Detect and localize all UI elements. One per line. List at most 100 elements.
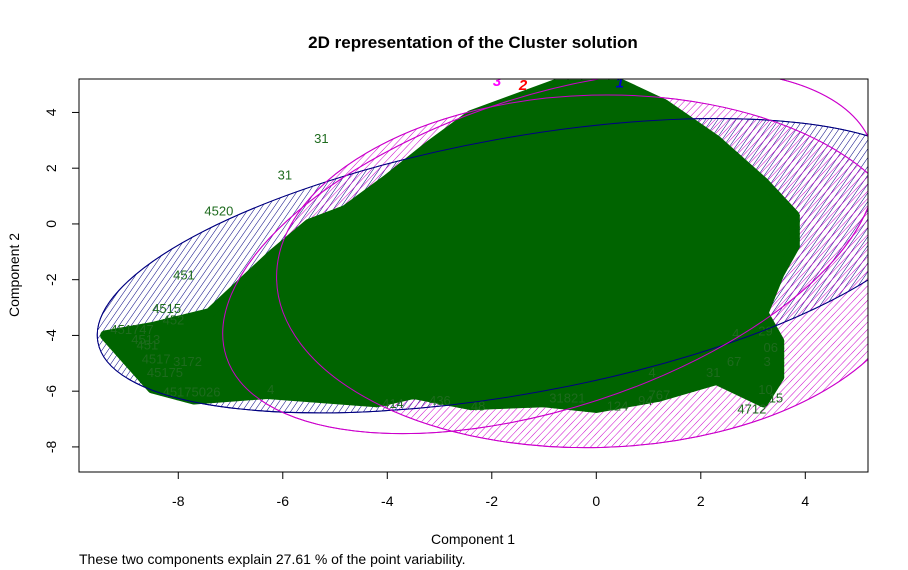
point-marker xyxy=(764,183,775,194)
point-marker xyxy=(100,330,111,341)
x-axis: -8 -6 -4 -2 0 2 4 xyxy=(172,471,809,509)
plot-area: 4517474514517451754513451750263172451545… xyxy=(96,73,868,449)
point-marker xyxy=(296,225,307,236)
point-marker xyxy=(549,398,560,409)
point-marker xyxy=(669,106,680,117)
chart-title: 2D representation of the Cluster solutio… xyxy=(308,33,638,52)
point-label: 451747 xyxy=(110,322,153,337)
point-marker xyxy=(432,134,443,145)
point-marker xyxy=(690,120,701,131)
point-marker xyxy=(777,263,788,274)
point-label: 94 xyxy=(638,393,652,408)
point-marker xyxy=(242,273,253,284)
point-marker xyxy=(771,190,782,201)
point-marker xyxy=(786,246,797,257)
point-marker xyxy=(442,395,453,406)
point-marker xyxy=(382,174,393,185)
point-marker xyxy=(720,379,731,390)
point-marker xyxy=(539,397,550,408)
point-marker xyxy=(764,292,775,303)
point-label: 4 xyxy=(267,382,274,397)
point-marker xyxy=(711,375,722,386)
point-marker xyxy=(559,399,570,410)
point-marker xyxy=(188,394,199,405)
x-axis-label: Component 1 xyxy=(431,531,515,547)
point-marker xyxy=(232,391,243,402)
point-marker xyxy=(617,79,628,90)
point-marker xyxy=(419,391,430,402)
point-marker xyxy=(641,393,652,404)
point-marker xyxy=(688,381,699,392)
point-marker xyxy=(665,388,676,399)
point-marker xyxy=(247,390,258,401)
point-marker xyxy=(348,198,359,209)
point-marker xyxy=(739,388,750,399)
point-marker xyxy=(780,257,791,268)
cluster-center-label-3: 3 xyxy=(493,73,502,90)
point-label: 06 xyxy=(764,340,778,355)
point-marker xyxy=(591,402,602,413)
point-label: 451 xyxy=(173,268,195,283)
y-axis: 4 2 0 -2 -4 -6 -8 xyxy=(43,108,80,453)
point-marker xyxy=(204,308,215,319)
cluster-ellipse-outline-3 xyxy=(276,94,868,449)
point-label: 45175026 xyxy=(163,385,221,400)
point-label: 767 xyxy=(649,388,671,403)
point-label: 31821 xyxy=(549,390,585,405)
x-tick-label: -2 xyxy=(486,493,499,509)
point-label: 10 xyxy=(758,382,772,397)
point-label: 3 xyxy=(764,354,771,369)
point-label: 31 xyxy=(278,167,292,182)
point-marker xyxy=(616,398,627,409)
point-marker xyxy=(653,391,664,402)
point-marker xyxy=(440,128,451,139)
point-label: 451 xyxy=(137,337,159,352)
point-marker xyxy=(628,396,639,407)
point-marker xyxy=(137,372,148,383)
point-marker xyxy=(783,252,794,263)
point-label: 31 xyxy=(314,131,328,146)
point-marker xyxy=(774,269,785,280)
point-marker xyxy=(109,328,120,339)
point-label: 414 xyxy=(382,396,404,411)
point-marker xyxy=(424,140,435,151)
point-marker xyxy=(774,372,785,383)
y-tick-label: -8 xyxy=(43,440,59,453)
point-label: 29 xyxy=(758,323,772,338)
point-marker xyxy=(454,397,465,408)
point-marker xyxy=(181,313,192,324)
x-tick-label: 2 xyxy=(697,493,705,509)
x-tick-label: -4 xyxy=(381,493,394,509)
point-marker xyxy=(311,216,322,227)
cluster-ellipse-outline-1 xyxy=(96,118,868,414)
point-marker xyxy=(509,398,520,409)
point-marker xyxy=(676,385,687,396)
point-marker xyxy=(771,276,782,287)
point-marker xyxy=(408,388,419,399)
point-marker xyxy=(203,393,214,404)
point-marker xyxy=(170,316,181,327)
x-tick-label: -6 xyxy=(277,493,290,509)
y-tick-label: -2 xyxy=(43,273,59,286)
point-label: 124 xyxy=(607,399,629,414)
point-label: 4 xyxy=(649,365,656,380)
point-marker xyxy=(218,392,229,403)
point-marker xyxy=(401,390,412,401)
point-marker xyxy=(730,383,741,394)
point-marker xyxy=(749,392,760,403)
point-marker xyxy=(777,197,788,208)
point-marker xyxy=(357,192,368,203)
point-marker xyxy=(379,395,390,406)
cluster-ellipse-outline-2 xyxy=(222,79,868,435)
point-label: 4515 xyxy=(152,301,181,316)
point-marker xyxy=(739,160,750,171)
point-marker xyxy=(340,205,351,215)
point-marker xyxy=(590,79,601,90)
point-marker xyxy=(576,79,587,90)
point-marker xyxy=(303,218,314,229)
point-marker xyxy=(449,122,460,133)
y-tick-label: 2 xyxy=(43,164,59,172)
point-marker xyxy=(480,399,491,410)
point-label: 3172 xyxy=(173,354,202,369)
